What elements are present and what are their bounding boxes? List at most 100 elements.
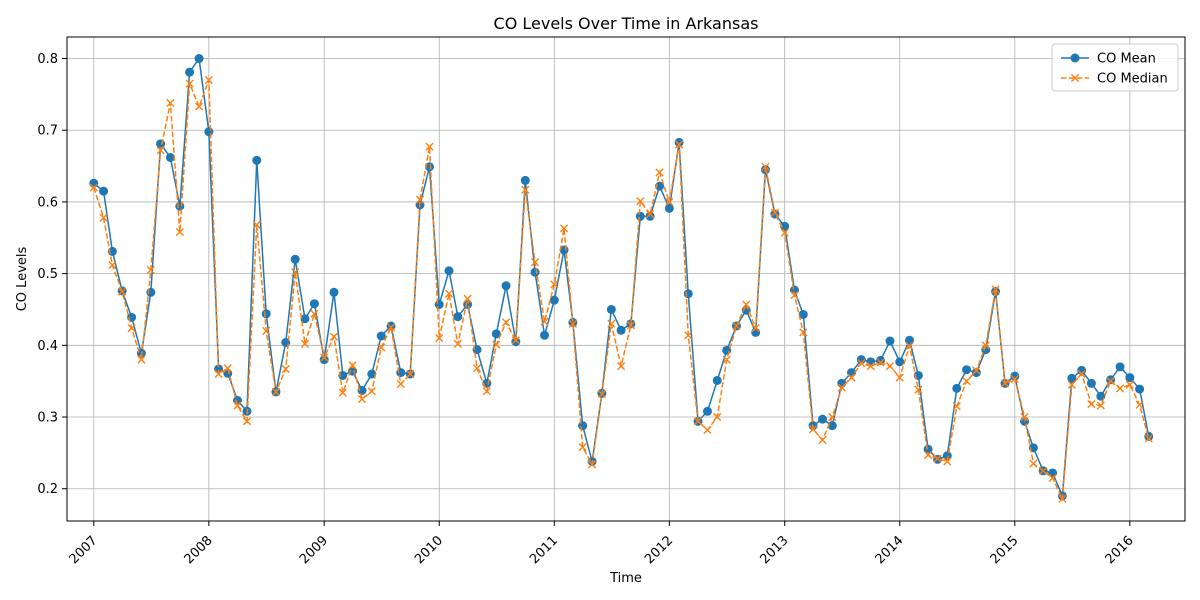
legend-mean-label: CO Mean	[1097, 52, 1156, 67]
y-axis-title: CO Levels	[15, 247, 30, 312]
data-point	[300, 314, 310, 324]
data-point	[261, 309, 271, 319]
data-point	[1058, 494, 1067, 503]
data-point	[1144, 431, 1154, 441]
data-point	[492, 340, 501, 349]
data-point	[252, 220, 261, 229]
data-point	[444, 289, 454, 298]
data-point	[338, 388, 347, 397]
data-point	[1125, 380, 1134, 389]
data-point	[866, 362, 875, 371]
data-point	[1000, 379, 1010, 388]
data-point	[386, 321, 396, 331]
legend-x-glyph	[1070, 73, 1080, 83]
data-point	[837, 383, 846, 392]
grid-lines	[67, 37, 1185, 521]
data-point	[693, 417, 703, 426]
data-point	[367, 387, 376, 396]
data-point	[703, 425, 712, 435]
data-point	[828, 412, 837, 422]
data-point	[271, 387, 281, 397]
data-point	[175, 227, 184, 237]
data-point	[588, 460, 597, 469]
data-point	[942, 451, 952, 461]
data-point	[712, 375, 722, 385]
data-point	[444, 266, 454, 276]
data-point	[924, 450, 933, 460]
data-point	[1077, 369, 1086, 379]
data-point	[981, 341, 990, 350]
data-point	[108, 260, 117, 270]
data-point	[166, 98, 175, 108]
data-point	[137, 355, 146, 364]
data-point	[463, 294, 472, 303]
data-point	[99, 213, 108, 222]
data-point	[540, 330, 550, 340]
data-point	[1067, 373, 1077, 383]
data-point	[905, 341, 914, 351]
data-point	[223, 364, 232, 373]
data-point	[895, 357, 905, 367]
legend-box	[1051, 43, 1179, 92]
data-point	[1048, 473, 1057, 483]
data-point	[665, 197, 674, 207]
y-tick-label: 0.3	[37, 411, 58, 426]
data-point	[165, 152, 175, 162]
y-tick-label: 0.5	[37, 267, 58, 282]
data-point	[751, 327, 761, 337]
data-point	[790, 291, 799, 300]
data-point	[780, 221, 790, 231]
data-point	[511, 336, 520, 345]
data-point	[770, 208, 780, 217]
data-point	[818, 414, 828, 424]
y-tick-label: 0.7	[37, 124, 58, 139]
data-point	[1087, 400, 1096, 409]
data-point	[376, 331, 386, 341]
data-point	[320, 353, 329, 362]
data-point	[827, 421, 837, 431]
series-co-median	[89, 75, 1153, 503]
plot-series	[89, 54, 1154, 503]
data-point	[185, 67, 195, 77]
data-point	[780, 228, 789, 237]
data-point	[857, 359, 866, 368]
data-point	[290, 254, 300, 264]
data-point	[156, 146, 165, 155]
data-point	[952, 402, 961, 411]
data-point	[540, 317, 549, 326]
data-point	[367, 369, 377, 379]
data-point	[578, 421, 588, 431]
data-point	[702, 406, 712, 416]
data-point	[406, 369, 415, 379]
data-point	[675, 140, 684, 149]
data-point	[252, 155, 262, 165]
data-point	[568, 317, 578, 327]
data-point	[357, 395, 367, 404]
data-point	[550, 280, 559, 289]
data-point	[962, 377, 971, 386]
data-point	[214, 369, 223, 379]
data-point	[808, 425, 818, 434]
data-point	[952, 383, 962, 393]
data-point	[185, 79, 194, 88]
data-point	[194, 54, 204, 64]
chart-title: CO Levels Over Time in Arkansas	[494, 14, 759, 33]
data-point	[99, 186, 109, 196]
data-point	[233, 401, 242, 410]
plot-frame	[66, 36, 1186, 522]
data-point	[626, 321, 635, 330]
data-point	[415, 195, 425, 204]
data-point	[319, 355, 329, 365]
data-point	[568, 319, 577, 328]
data-point	[204, 127, 214, 137]
data-point	[424, 162, 434, 172]
data-point	[962, 365, 972, 375]
data-point	[636, 197, 645, 206]
data-point	[895, 373, 904, 382]
data-point	[607, 319, 616, 328]
data-point	[472, 364, 482, 373]
data-point	[646, 210, 655, 219]
data-point	[204, 75, 213, 85]
